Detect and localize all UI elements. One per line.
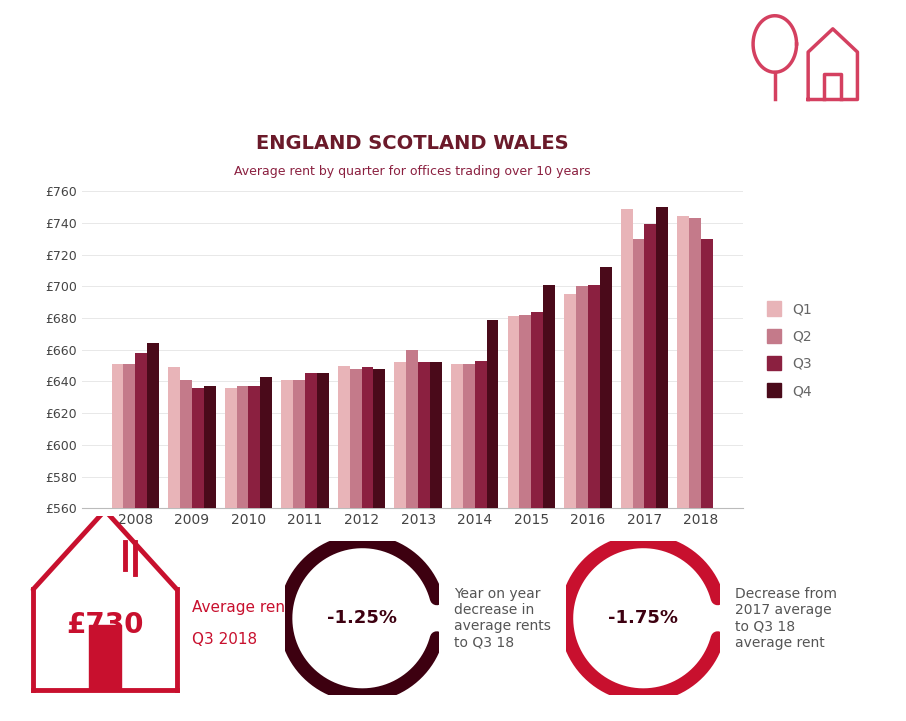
Bar <box>180 380 192 721</box>
Bar <box>632 239 644 721</box>
Bar <box>621 208 632 721</box>
Text: National rental trends: National rental trends <box>27 46 444 79</box>
Bar <box>248 386 260 721</box>
Bar <box>701 239 713 721</box>
Bar <box>225 388 236 721</box>
Bar <box>600 267 612 721</box>
Legend: Q1, Q2, Q3, Q4: Q1, Q2, Q3, Q4 <box>763 297 816 402</box>
Text: ENGLAND SCOTLAND WALES: ENGLAND SCOTLAND WALES <box>255 134 569 153</box>
Bar <box>123 364 135 721</box>
Bar <box>236 386 248 721</box>
Bar <box>475 360 487 721</box>
Bar <box>656 207 668 721</box>
Bar <box>576 286 588 721</box>
Bar <box>281 380 294 721</box>
Text: -1.75%: -1.75% <box>608 609 679 627</box>
Bar <box>463 364 475 721</box>
Bar <box>305 373 317 721</box>
Bar <box>406 350 419 721</box>
Bar <box>564 294 576 721</box>
Text: Average rent: Average rent <box>192 600 291 615</box>
Bar <box>260 376 272 721</box>
Text: Q3 2018: Q3 2018 <box>192 632 257 647</box>
Text: £730: £730 <box>66 611 144 640</box>
Bar <box>169 367 180 721</box>
Text: Decrease from
2017 average
to Q3 18
average rent: Decrease from 2017 average to Q3 18 aver… <box>736 587 837 650</box>
Text: Average rent by quarter for offices trading over 10 years: Average rent by quarter for offices trad… <box>234 165 591 178</box>
Bar <box>430 363 442 721</box>
Bar <box>588 285 600 721</box>
Bar <box>204 386 216 721</box>
Text: Data from offices trading over 10 years: Data from offices trading over 10 years <box>23 122 351 139</box>
Bar <box>507 317 519 721</box>
Text: Year on year
decrease in
average rents
to Q3 18: Year on year decrease in average rents t… <box>455 587 551 650</box>
Bar <box>519 315 531 721</box>
Text: -1.25%: -1.25% <box>327 609 398 627</box>
Bar <box>373 368 385 721</box>
Bar <box>644 224 656 721</box>
Bar <box>451 364 463 721</box>
Bar <box>394 363 406 721</box>
Bar <box>89 625 121 690</box>
Bar <box>148 343 159 721</box>
Bar <box>135 353 148 721</box>
Bar <box>531 311 544 721</box>
Bar <box>338 366 350 721</box>
Bar <box>419 363 430 721</box>
Bar <box>192 388 204 721</box>
Bar <box>361 367 373 721</box>
Bar <box>544 285 555 721</box>
Bar <box>317 373 329 721</box>
Bar <box>487 319 498 721</box>
Bar <box>294 380 305 721</box>
Bar <box>350 368 361 721</box>
Bar <box>689 218 701 721</box>
Bar <box>677 216 689 721</box>
Bar <box>111 364 123 721</box>
